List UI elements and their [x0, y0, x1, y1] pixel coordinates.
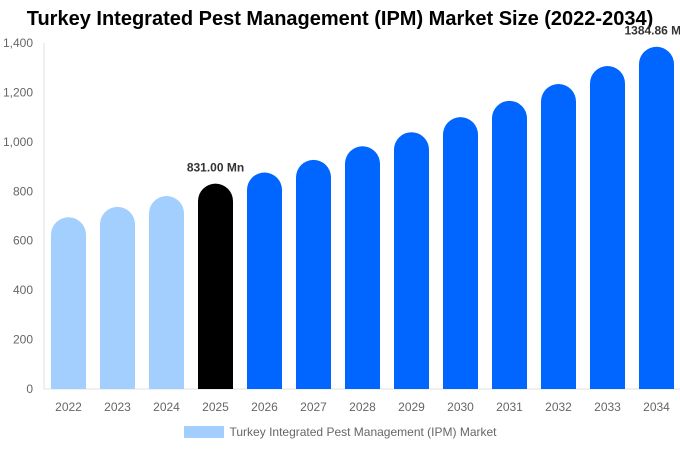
- bar-2032: [541, 84, 576, 390]
- bar-2031: [492, 100, 527, 390]
- x-tick-label: 2031: [496, 400, 523, 414]
- x-tick-label: 2027: [300, 400, 327, 414]
- x-tick-label: 2025: [202, 400, 229, 414]
- x-tick-label: 2032: [545, 400, 572, 414]
- bar-2034: [639, 46, 674, 389]
- data-label-2034: 1384.86 Mn: [624, 24, 680, 38]
- x-tick-label: 2034: [643, 400, 670, 414]
- bar-2026: [247, 172, 282, 389]
- bar-2024: [149, 195, 184, 389]
- x-tick-label: 2028: [349, 400, 376, 414]
- bar-2022: [51, 217, 86, 389]
- x-tick-label: 2026: [251, 400, 278, 414]
- x-tick-label: 2022: [55, 400, 82, 414]
- x-tick-label: 2033: [594, 400, 621, 414]
- y-tick-label: 1,000: [3, 135, 33, 149]
- y-tick-label: 1,200: [3, 85, 33, 99]
- bar-2027: [296, 159, 331, 389]
- y-tick-label: 600: [13, 234, 33, 248]
- x-tick-label: 2023: [104, 400, 131, 414]
- chart-title: Turkey Integrated Pest Management (IPM) …: [26, 8, 654, 30]
- y-tick-label: 800: [13, 184, 33, 198]
- x-tick-label: 2029: [398, 400, 425, 414]
- bar-2023: [100, 206, 135, 389]
- bar-2029: [394, 132, 429, 389]
- y-tick-label: 0: [26, 382, 33, 396]
- bar-2028: [345, 146, 380, 389]
- x-tick-label: 2030: [447, 400, 474, 414]
- y-tick-label: 1,400: [3, 36, 33, 50]
- x-tick-label: 2024: [153, 400, 180, 414]
- bar-2033: [590, 65, 625, 389]
- legend-label: Turkey Integrated Pest Management (IPM) …: [229, 425, 497, 439]
- data-label-2025: 831.00 Mn: [187, 161, 244, 175]
- bar-2025: [198, 183, 233, 389]
- bar-2030: [443, 117, 478, 389]
- legend: Turkey Integrated Pest Management (IPM) …: [0, 425, 680, 439]
- y-tick-label: 400: [13, 283, 33, 297]
- y-tick-label: 200: [13, 333, 33, 347]
- legend-swatch: [183, 426, 224, 438]
